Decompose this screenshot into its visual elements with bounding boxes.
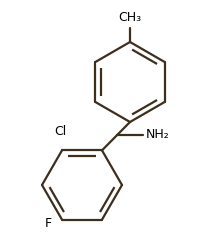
Text: F: F (44, 217, 52, 230)
Text: NH₂: NH₂ (145, 128, 169, 141)
Text: CH₃: CH₃ (118, 11, 142, 24)
Text: Cl: Cl (54, 125, 66, 138)
